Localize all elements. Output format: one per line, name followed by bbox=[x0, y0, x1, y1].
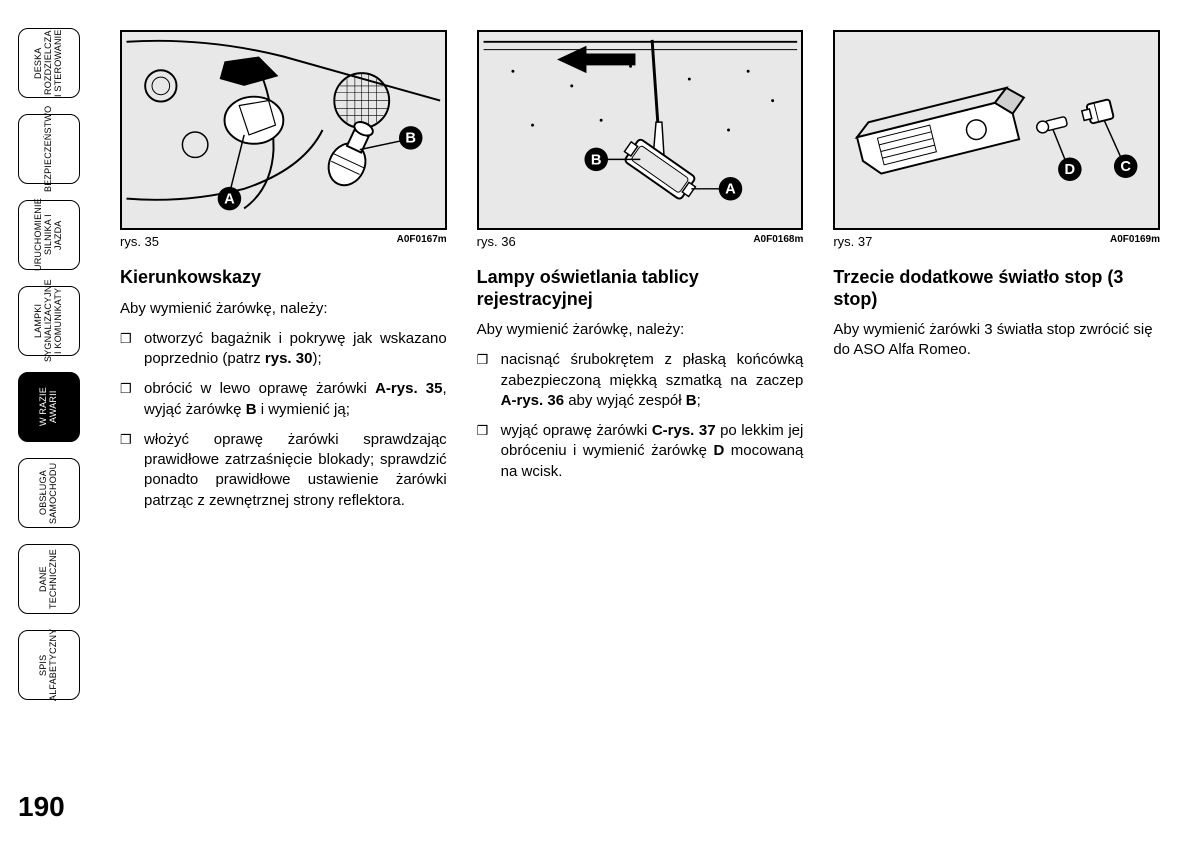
svg-text:C: C bbox=[1121, 159, 1132, 175]
list-item: wyjąć oprawę żarówki C-rys. 37 po lekkim… bbox=[477, 421, 804, 482]
col1-bullets: otworzyć bagażnik i pokrywę jak wskazano… bbox=[120, 329, 447, 521]
sidebar-tab-4[interactable]: W RAZIE AWARII bbox=[18, 372, 80, 442]
page-number: 190 bbox=[18, 791, 65, 823]
fig-code: A0F0167m bbox=[397, 234, 447, 249]
figure-36-caption: rys. 36 A0F0168m bbox=[477, 234, 804, 249]
sidebar-tab-3[interactable]: LAMPKI SYGNALIZACYJNE I KOMUNIKATY bbox=[18, 286, 80, 356]
col1-title: Kierunkowskazy bbox=[120, 267, 447, 289]
col3-title: Trzecie dodatkowe światło stop (3 stop) bbox=[833, 267, 1160, 310]
sidebar-tab-0[interactable]: DESKA ROZDZIELCZA I STEROWANIE bbox=[18, 28, 80, 98]
col1-intro: Aby wymienić żarówkę, należy: bbox=[120, 299, 447, 319]
column-2: B A rys. 36 A0F0168m Lampy oświetlania t… bbox=[477, 30, 804, 825]
fig-label: rys. 35 bbox=[120, 234, 159, 249]
svg-text:B: B bbox=[405, 131, 416, 147]
list-item: obrócić w lewo oprawę żarówki A-rys. 35,… bbox=[120, 379, 447, 420]
column-1: A B rys. 35 A0F0167m Kierunkowskazy Aby … bbox=[120, 30, 447, 825]
col3-intro: Aby wymienić żarówki 3 światła stop zwró… bbox=[833, 320, 1160, 361]
svg-text:D: D bbox=[1065, 162, 1076, 178]
column-3: D C rys. 37 A0F0169m Trzecie dodatkowe ś… bbox=[833, 30, 1160, 825]
figure-35: A B bbox=[120, 30, 447, 230]
sidebar-tab-2[interactable]: URUCHOMIENIE SILNIKA I JAZDA bbox=[18, 200, 80, 270]
fig-code: A0F0169m bbox=[1110, 234, 1160, 249]
sidebar-tab-5[interactable]: OBSŁUGA SAMOCHODU bbox=[18, 458, 80, 528]
col2-intro: Aby wymienić żarówkę, należy: bbox=[477, 320, 804, 340]
figure-36: B A bbox=[477, 30, 804, 230]
list-item: włożyć oprawę żarówki sprawdzając prawid… bbox=[120, 430, 447, 511]
sidebar-tab-6[interactable]: DANE TECHNICZNE bbox=[18, 544, 80, 614]
list-item: nacisnąć śrubokrętem z płaską końcówką z… bbox=[477, 350, 804, 411]
svg-text:A: A bbox=[725, 182, 736, 198]
figure-37-caption: rys. 37 A0F0169m bbox=[833, 234, 1160, 249]
col2-bullets: nacisnąć śrubokrętem z płaską końcówką z… bbox=[477, 350, 804, 492]
svg-text:B: B bbox=[591, 152, 602, 168]
fig-label: rys. 36 bbox=[477, 234, 516, 249]
sidebar-tab-1[interactable]: BEZPIECZEŃSTWO bbox=[18, 114, 80, 184]
fig-label: rys. 37 bbox=[833, 234, 872, 249]
fig-code: A0F0168m bbox=[753, 234, 803, 249]
figure-35-caption: rys. 35 A0F0167m bbox=[120, 234, 447, 249]
sidebar-tab-7[interactable]: SPIS ALFABETYCZNY bbox=[18, 630, 80, 700]
col2-title: Lampy oświetlania tablicy rejestracyjnej bbox=[477, 267, 804, 310]
figure-37: D C bbox=[833, 30, 1160, 230]
sidebar-nav: DESKA ROZDZIELCZA I STEROWANIE BEZPIECZEŃ… bbox=[0, 0, 90, 845]
page-content: A B rys. 35 A0F0167m Kierunkowskazy Aby … bbox=[90, 0, 1200, 845]
svg-text:A: A bbox=[224, 192, 235, 208]
list-item: otworzyć bagażnik i pokrywę jak wskazano… bbox=[120, 329, 447, 370]
